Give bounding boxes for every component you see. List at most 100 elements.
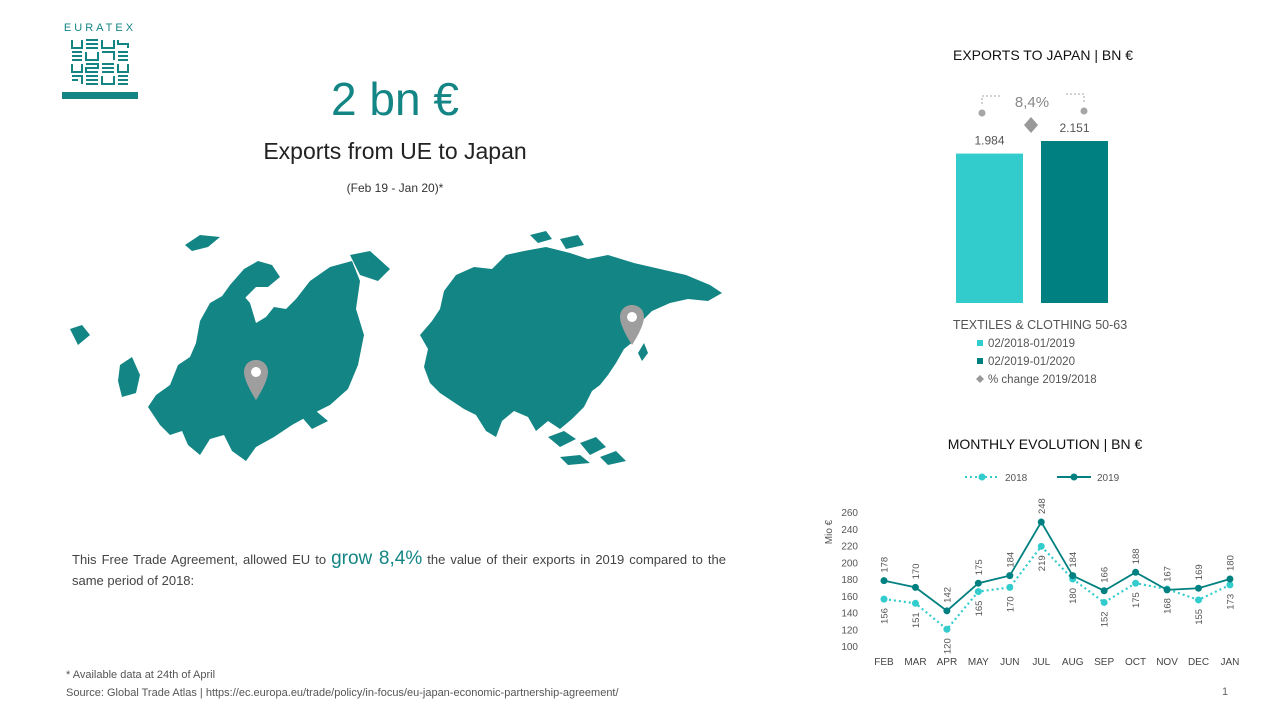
legend-label-2: 02/2019-01/2020: [988, 356, 1075, 368]
legend-swatch-2: [977, 358, 983, 364]
bar-2: [1041, 141, 1108, 303]
y-tick-label: 120: [841, 625, 858, 636]
y-tick-label: 200: [841, 558, 858, 569]
page-number: 1: [1222, 686, 1229, 698]
euratex-logo: EURATEX: [62, 22, 138, 100]
change-marker-left: [978, 109, 986, 117]
body-text: This Free Trade Agreement, allowed EU to…: [72, 548, 726, 591]
data-label-2018-AUG: 180: [1068, 588, 1079, 604]
data-label-2019-DEC: 169: [1194, 564, 1205, 580]
series-line-2018: [883, 544, 1231, 631]
legend-swatch-1: [977, 340, 983, 346]
point-2019-APR: [943, 607, 951, 615]
period-label: (Feb 19 - Jan 20)*: [346, 181, 444, 195]
x-tick-label: AUG: [1062, 657, 1084, 668]
legend-label-2019: 2019: [1097, 473, 1120, 484]
data-label-2018-DEC: 155: [1194, 609, 1205, 625]
point-2018-JUN: [1006, 583, 1014, 591]
data-label-2019-NOV: 167: [1163, 566, 1174, 582]
body-text-before: This Free Trade Agreement, allowed EU to: [72, 552, 332, 567]
point-2018-JAN: [1226, 581, 1234, 589]
x-tick-label: APR: [937, 657, 958, 668]
x-tick-label: FEB: [874, 657, 894, 668]
x-tick-label: JAN: [1220, 657, 1239, 668]
bar-category-label: TEXTILES & CLOTHING 50-63: [953, 318, 1127, 332]
source-text: Source: Global Trade Atlas | https://ec.…: [66, 687, 619, 699]
y-tick-label: 260: [841, 508, 858, 519]
legend-label-1: 02/2018-01/2019: [988, 338, 1075, 350]
location-pin-japan-icon: [620, 305, 644, 345]
legend-swatch-change: [976, 375, 984, 383]
x-tick-label: MAR: [904, 657, 926, 668]
x-tick-label: NOV: [1156, 657, 1178, 668]
data-label-2018-FEB: 156: [880, 608, 891, 624]
change-marker-right: [1080, 107, 1088, 115]
point-2018-SEP: [1100, 598, 1108, 606]
point-2018-OCT: [1132, 579, 1140, 587]
point-2019-JUN: [1006, 572, 1014, 580]
point-2019-MAR: [911, 583, 919, 591]
bar-1: [956, 153, 1023, 303]
subheadline: Exports from UE to Japan: [263, 138, 527, 164]
data-label-2019-MAY: 175: [974, 559, 985, 575]
y-axis-label: Mio €: [824, 519, 835, 544]
data-label-2019-JUN: 184: [1005, 552, 1016, 568]
body-text-after: the value of their exports in 2019 compa…: [72, 552, 726, 588]
x-tick-label: MAY: [968, 657, 989, 668]
line-chart: 100 120 140 160 180 200 220 240 260 Mio € FEB MAR AP…: [824, 473, 1239, 668]
data-label-2018-JUN: 170: [1005, 596, 1016, 612]
data-label-2018-JUL: 219: [1037, 555, 1048, 571]
x-tick-label: OCT: [1125, 657, 1146, 668]
data-label-2018-OCT: 175: [1131, 592, 1142, 608]
line-chart-title: MONTHLY EVOLUTION | BN €: [947, 436, 1143, 452]
data-label-2018-MAR: 151: [911, 612, 922, 628]
footnote: * Available data at 24th of April: [66, 669, 216, 681]
point-2019-OCT: [1132, 568, 1140, 576]
data-label-2019-OCT: 188: [1131, 548, 1142, 564]
y-tick-label: 160: [841, 592, 858, 603]
y-tick-label: 140: [841, 609, 858, 620]
y-tick-label: 100: [841, 642, 858, 653]
change-diamond: [1024, 117, 1038, 133]
data-label-2018-JAN: 173: [1225, 594, 1236, 610]
x-tick-label: JUN: [1000, 657, 1019, 668]
data-label-2018-SEP: 152: [1100, 611, 1111, 627]
point-2019-SEP: [1100, 587, 1108, 595]
point-2018-MAY: [974, 588, 982, 596]
y-tick-label: 180: [841, 575, 858, 586]
body-text-highlight: grow 8,4%: [331, 548, 423, 569]
point-2019-FEB: [880, 577, 888, 585]
data-label-2019-SEP: 166: [1100, 567, 1111, 583]
point-2019-AUG: [1069, 572, 1077, 580]
data-label-2019-APR: 142: [942, 587, 953, 603]
change-label: 8,4%: [1015, 94, 1049, 111]
legend-marker-2018: [978, 473, 986, 481]
x-tick-label: SEP: [1094, 657, 1114, 668]
y-tick-label: 240: [841, 525, 858, 536]
logo-pattern-icon: [71, 39, 129, 85]
location-pin-europe-icon: [244, 360, 268, 400]
logo-underline: [62, 92, 138, 99]
legend-label-2018: 2018: [1005, 473, 1028, 484]
point-2018-DEC: [1195, 596, 1202, 604]
series-line-2019: [883, 520, 1231, 612]
point-2018-MAR: [911, 599, 919, 607]
data-label-2019-FEB: 178: [880, 557, 891, 573]
headline-value: 2 bn €: [331, 73, 459, 125]
bar-value-label-2: 2.151: [1059, 121, 1089, 135]
logo-text: EURATEX: [63, 22, 137, 34]
data-label-2019-JAN: 180: [1225, 555, 1236, 571]
data-label-2018-NOV: 168: [1163, 598, 1174, 614]
data-label-2018-APR: 120: [942, 638, 953, 654]
bar-chart-title: EXPORTS TO JAPAN | BN €: [953, 47, 1133, 63]
point-2019-NOV: [1163, 586, 1171, 594]
point-2019-MAY: [974, 579, 982, 587]
point-2018-FEB: [880, 595, 888, 603]
x-tick-label: JUL: [1032, 657, 1050, 668]
data-label-2019-MAR: 170: [911, 564, 922, 580]
legend-marker-2019: [1070, 473, 1078, 481]
x-tick-label: DEC: [1188, 657, 1209, 668]
point-2019-JAN: [1226, 575, 1234, 583]
data-label-2018-MAY: 165: [974, 601, 985, 617]
data-label-2019-AUG: 184: [1068, 552, 1079, 568]
